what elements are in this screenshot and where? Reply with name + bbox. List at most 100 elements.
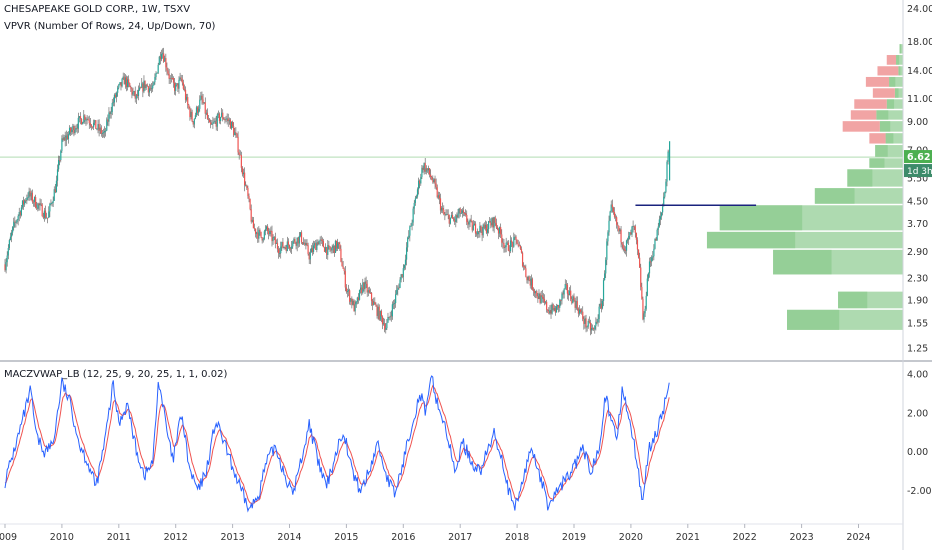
candle-body <box>293 239 295 242</box>
candle-body <box>209 119 211 123</box>
candle-body <box>455 215 457 222</box>
candle-body <box>85 119 87 121</box>
candle-body <box>71 129 73 133</box>
candle-body <box>254 228 257 234</box>
candle-body <box>612 207 614 213</box>
candle-body <box>485 224 488 233</box>
candle-body <box>44 210 47 218</box>
candle-body <box>149 88 152 90</box>
price-candles[interactable] <box>4 47 671 336</box>
candle-body <box>549 310 551 314</box>
candle-body <box>577 308 579 314</box>
candle-body <box>178 79 180 89</box>
candle-body <box>428 168 431 175</box>
candle-body <box>437 195 439 198</box>
candle-body <box>607 232 609 242</box>
candle-body <box>248 196 250 200</box>
candle-body <box>263 231 265 239</box>
candle-body <box>466 214 468 223</box>
candle-body <box>19 211 21 216</box>
vpvr-bar-up <box>898 66 903 76</box>
candle-body <box>569 290 571 295</box>
vpvr-legend[interactable]: VPVR (Number Of Rows, 24, Up/Down, 70) <box>4 21 216 32</box>
macd-legend[interactable]: MACZVWAP_LB (12, 25, 9, 20, 25, 1, 1, 0.… <box>4 369 228 380</box>
symbol-title[interactable]: CHESAPEAKE GOLD CORP., 1W, TSXV <box>4 4 191 15</box>
candle-body <box>147 86 149 93</box>
candle-body <box>642 298 644 320</box>
candle-body <box>446 213 448 215</box>
candle-body <box>247 187 249 197</box>
candle-body <box>353 300 355 312</box>
candle-body <box>598 306 600 320</box>
candle-body <box>235 132 237 134</box>
candle-body <box>49 203 51 212</box>
candle-body <box>481 230 483 236</box>
macd-tick-label: 0.00 <box>907 447 928 458</box>
candle-body <box>267 226 269 231</box>
candle-body <box>500 227 502 235</box>
candle-body <box>657 226 659 230</box>
candle-body <box>623 248 625 251</box>
candle-body <box>509 240 512 252</box>
candle-body <box>586 326 588 328</box>
candle-body <box>315 243 317 250</box>
candle-body <box>262 238 264 241</box>
candle-body <box>536 291 538 297</box>
vpvr-bar-up <box>896 55 903 65</box>
candle-body <box>340 248 342 262</box>
candle-body <box>635 232 637 240</box>
candle-body <box>629 232 631 237</box>
candle-body <box>303 242 305 245</box>
candle-body <box>16 219 18 223</box>
candle-body <box>602 280 605 301</box>
candle-body <box>362 282 364 293</box>
candle-body <box>257 232 259 239</box>
candle-body <box>117 87 119 93</box>
candle-body <box>339 244 341 249</box>
candle-body <box>55 180 58 193</box>
candle-body <box>279 253 281 254</box>
macd-pane[interactable] <box>4 375 670 513</box>
candle-body <box>503 243 505 248</box>
candle-body <box>451 215 454 219</box>
candle-body <box>37 203 39 209</box>
candle-body <box>283 246 285 248</box>
candle-body <box>261 237 263 241</box>
price-tick-label: 9.00 <box>907 117 928 128</box>
candle-body <box>202 99 204 104</box>
time-tick-label: 2015 <box>334 532 358 543</box>
time-tick-label: 2010 <box>50 532 74 543</box>
candle-body <box>663 196 665 207</box>
macd-tick-label: 2.00 <box>907 408 928 419</box>
candle-body <box>121 78 123 87</box>
candle-body <box>176 83 178 86</box>
candle-body <box>314 243 316 246</box>
candle-body <box>15 222 17 223</box>
candle-body <box>505 242 507 248</box>
candle-body <box>424 163 426 172</box>
candle-body <box>183 88 186 90</box>
candle-body <box>249 199 251 210</box>
candle-body <box>128 79 130 84</box>
candle-body <box>496 227 499 230</box>
candle-body <box>390 315 392 317</box>
candle-body <box>223 118 225 120</box>
candle-body <box>192 121 194 125</box>
candle-body <box>148 88 151 93</box>
candle-body <box>236 133 238 137</box>
candle-body <box>322 240 325 248</box>
candle-body <box>275 242 277 244</box>
candle-body <box>514 236 516 238</box>
candle-body <box>294 239 296 243</box>
candle-body <box>51 202 53 204</box>
candle-body <box>134 91 136 99</box>
price-tick-label: 18.00 <box>907 37 932 48</box>
candle-body <box>286 241 288 251</box>
candle-body <box>311 248 314 252</box>
candle-body <box>215 120 217 127</box>
candle-body <box>523 266 525 267</box>
candle-body <box>497 229 500 234</box>
vpvr-bar-down <box>869 133 886 144</box>
candle-body <box>384 323 386 330</box>
